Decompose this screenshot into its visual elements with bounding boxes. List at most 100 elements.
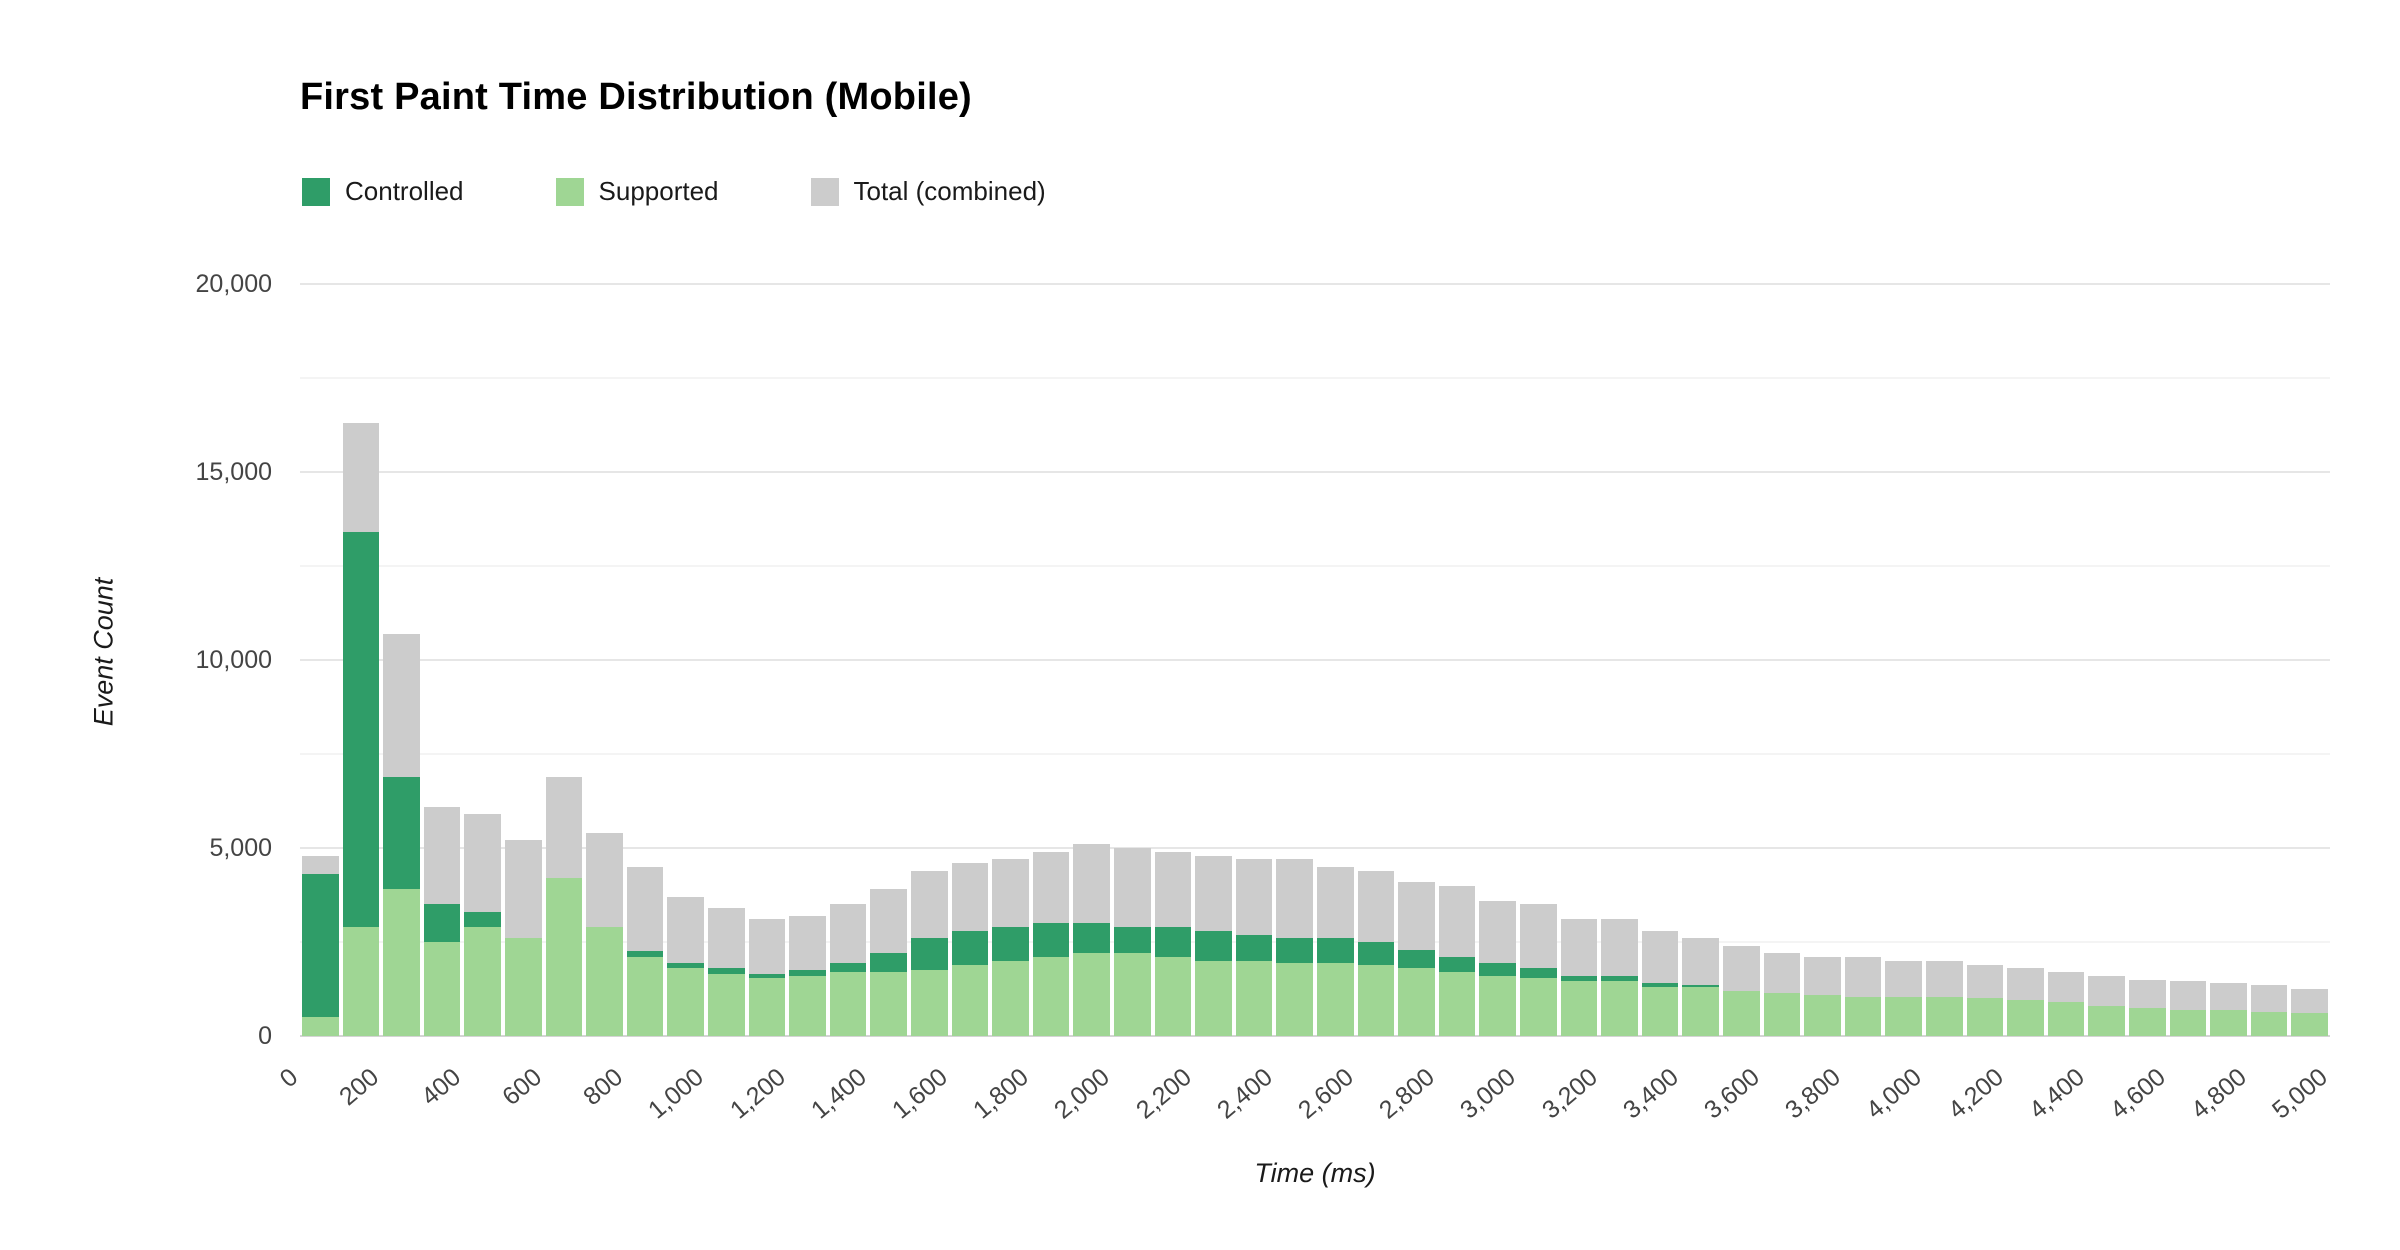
bar-controlled <box>1073 923 1110 954</box>
bar-controlled <box>1195 930 1232 961</box>
bar-supported <box>1763 992 1801 1036</box>
bar-supported <box>992 960 1029 1036</box>
bar-controlled <box>1601 975 1638 982</box>
gridline-minor <box>300 753 2330 755</box>
bar-supported <box>1357 964 1395 1036</box>
bar-controlled <box>1641 983 1679 988</box>
bar-supported <box>789 975 826 1036</box>
bar-controlled <box>1682 985 1719 988</box>
bar-supported <box>1560 981 1598 1036</box>
bar-supported <box>2047 1002 2085 1036</box>
bar-supported <box>1235 960 1273 1036</box>
x-tick-label: 3,200 <box>1536 1062 1603 1125</box>
x-tick-label: 1,600 <box>887 1062 953 1125</box>
x-tick-label: 2,200 <box>1130 1062 1197 1125</box>
gridline-minor <box>300 377 2330 379</box>
bar-supported <box>708 973 745 1036</box>
x-tick-label: 1,200 <box>724 1062 791 1125</box>
bar-controlled <box>992 926 1029 961</box>
bar-supported <box>1195 960 1232 1036</box>
bar-controlled <box>1317 938 1354 963</box>
bar-supported <box>951 964 989 1036</box>
bar-supported <box>2007 1000 2044 1036</box>
legend-item-supported: Supported <box>555 176 719 207</box>
x-tick-label: 1,400 <box>805 1062 872 1125</box>
bar-supported <box>423 942 461 1036</box>
bar-supported <box>1520 977 1557 1036</box>
x-tick-label: 1,800 <box>968 1062 1035 1125</box>
bar-controlled <box>342 532 380 927</box>
x-tick-label: 1,000 <box>643 1062 710 1125</box>
x-tick-label: 2,000 <box>1049 1062 1116 1125</box>
gridline-major <box>300 283 2330 285</box>
bar-controlled <box>1398 949 1435 969</box>
y-tick-label: 5,000 <box>209 834 272 862</box>
bar-supported <box>464 926 501 1036</box>
bar-controlled <box>951 930 989 965</box>
bar-controlled <box>708 968 745 974</box>
bar-supported <box>302 1017 339 1036</box>
x-tick-label: 4,000 <box>1861 1062 1928 1125</box>
x-tick-label: 3,400 <box>1617 1062 1684 1125</box>
bar-controlled <box>626 951 664 958</box>
x-tick-label: 4,800 <box>2186 1062 2253 1125</box>
gridline-minor <box>300 565 2330 567</box>
chart-legend: Controlled Supported Total (combined) <box>302 176 1046 207</box>
bar-supported <box>1398 968 1435 1036</box>
bar-supported <box>2210 1009 2247 1036</box>
bar-supported <box>667 968 704 1036</box>
bar-supported <box>2250 1011 2288 1036</box>
bar-controlled <box>748 973 786 978</box>
legend-item-controlled: Controlled <box>302 176 464 207</box>
bar-supported <box>1804 994 1841 1036</box>
gridline-minor <box>300 941 2330 943</box>
x-tick-label: 2,800 <box>1374 1062 1441 1125</box>
y-axis-tick-labels: 0 5,000 10,000 15,000 20,000 <box>0 270 272 1050</box>
x-tick-label: 3,000 <box>1455 1062 1522 1125</box>
bar-controlled <box>789 970 826 976</box>
bar-controlled <box>1154 926 1192 958</box>
x-axis-tick-labels: 0 200 400 600 800 1,000 1,200 1,400 1,600 1,800 2,… <box>275 1040 2334 1160</box>
bar-controlled <box>911 938 948 971</box>
x-axis-title: Time (ms) <box>1254 1158 1376 1188</box>
bar-controlled <box>667 962 704 969</box>
bar-supported <box>870 972 907 1036</box>
x-tick-label: 4,200 <box>1942 1062 2009 1125</box>
gridline-major <box>300 471 2330 473</box>
bar-controlled <box>1520 968 1557 978</box>
y-tick-label: 10,000 <box>195 646 272 674</box>
bar-controlled <box>1560 975 1598 982</box>
bar-supported <box>829 972 867 1036</box>
bar-supported <box>2169 1009 2207 1036</box>
bar-controlled <box>423 904 461 942</box>
bar-controlled <box>1235 934 1273 961</box>
x-tick-label: 5,000 <box>2267 1062 2334 1125</box>
bar-supported <box>586 926 623 1036</box>
bar-supported <box>1114 953 1151 1036</box>
bar-supported <box>545 878 583 1036</box>
bar-supported <box>2291 1013 2328 1036</box>
bar-controlled <box>383 776 420 890</box>
y-tick-label: 0 <box>258 1022 272 1050</box>
gridline-major <box>300 847 2330 849</box>
legend-label-controlled: Controlled <box>345 176 464 206</box>
bar-supported <box>505 938 542 1036</box>
bar-supported <box>1479 975 1516 1036</box>
x-tick-label: 200 <box>334 1062 385 1112</box>
bar-supported <box>1154 957 1192 1036</box>
y-tick-label: 15,000 <box>195 458 272 486</box>
bar-supported <box>1966 998 2004 1036</box>
chart-title: First Paint Time Distribution (Mobile) <box>300 76 972 118</box>
bar-supported <box>911 970 948 1036</box>
legend-item-total: Total (combined) <box>810 176 1046 207</box>
bar-supported <box>1641 987 1679 1036</box>
bar-controlled <box>870 953 907 973</box>
bar-supported <box>1682 987 1719 1036</box>
bar-controlled <box>1276 938 1313 963</box>
bar-supported <box>1723 990 1760 1036</box>
x-tick-label: 800 <box>578 1062 629 1112</box>
bar-supported <box>1885 996 1922 1036</box>
legend-label-supported: Supported <box>598 176 719 206</box>
y-tick-label: 20,000 <box>195 270 272 298</box>
legend-label-total: Total (combined) <box>853 176 1046 206</box>
